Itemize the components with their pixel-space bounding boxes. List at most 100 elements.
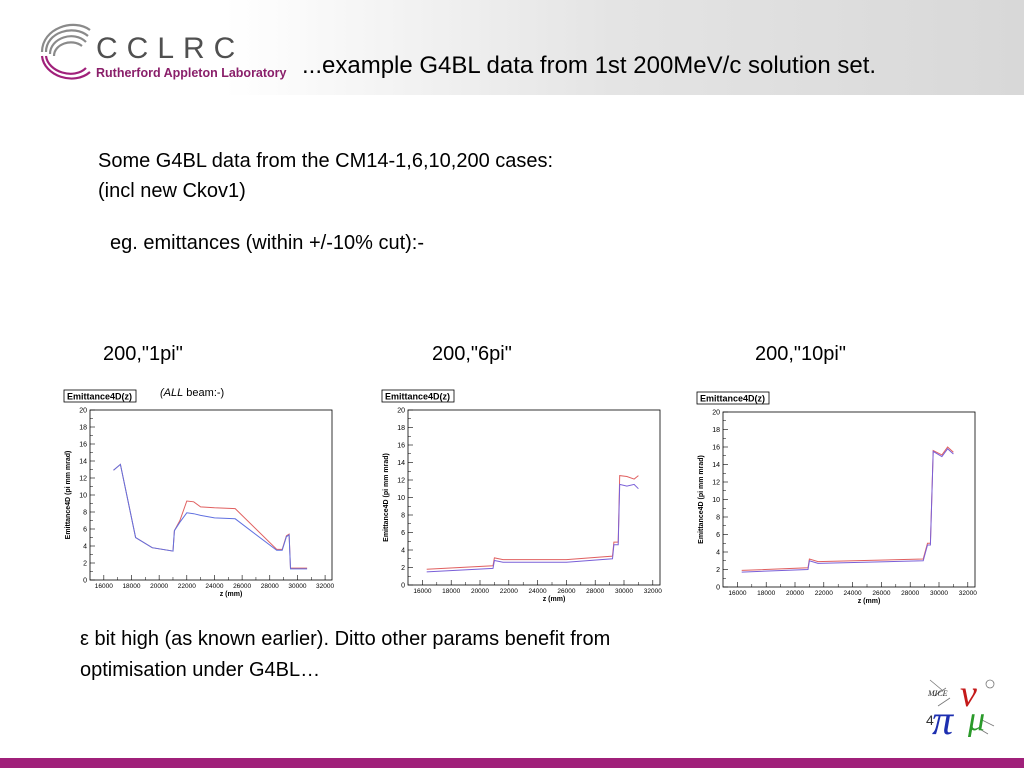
x-axis-label: z (mm) [543,596,566,603]
y-tick-label: 18 [397,425,405,432]
series-line-2 [113,463,308,570]
y-tick-label: 18 [79,425,87,432]
y-tick-label: 20 [712,410,720,417]
y-axis-label: Emittance4D (pi mm mrad) [383,453,390,542]
y-tick-label: 0 [716,585,720,592]
y-tick-label: 14 [79,459,87,466]
series-line-2 [426,483,639,573]
y-tick-label: 0 [83,578,87,585]
x-tick-label: 20000 [150,583,168,590]
plot-frame [722,411,976,588]
x-tick-label: 32000 [959,590,977,597]
case-label-6pi: 200,"6pi" [432,343,512,365]
all-beam-note: (ALL beam:-) [160,387,224,399]
plot-title-box [381,389,455,403]
y-tick-label: 14 [712,462,720,469]
x-tick-label: 28000 [901,590,919,597]
plot-title: Emittance4D(z) [700,394,765,404]
x-tick-label: 18000 [442,588,460,595]
y-tick-label: 16 [712,445,720,452]
y-axis-label: Emittance4D (pi mm mrad) [65,451,72,540]
x-tick-label: 16000 [728,590,746,597]
case-label-10pi: 200,"10pi" [755,343,846,365]
y-tick-label: 6 [401,530,405,537]
case-label-1pi: 200,"1pi" [103,343,183,365]
y-tick-label: 20 [79,408,87,415]
y-tick-label: 16 [79,442,87,449]
y-tick-label: 8 [83,510,87,517]
x-tick-label: 22000 [178,583,196,590]
x-tick-label: 20000 [471,588,489,595]
conclusion-line-2: optimisation under G4BL… [80,659,321,681]
emittance-note: eg. emittances (within +/-10% cut):- [110,232,425,254]
y-tick-label: 4 [716,550,720,557]
y-tick-label: 6 [83,527,87,534]
y-tick-label: 14 [397,460,405,467]
y-tick-label: 16 [397,443,405,450]
y-tick-label: 2 [401,565,405,572]
plot-title-box [696,391,770,405]
x-tick-label: 22000 [500,588,518,595]
plot-title: Emittance4D(z) [67,392,132,402]
y-tick-label: 0 [401,583,405,590]
y-tick-label: 12 [79,476,87,483]
y-tick-label: 20 [397,408,405,415]
x-axis-label: z (mm) [858,598,881,605]
y-tick-label: 10 [712,497,720,504]
x-tick-label: 30000 [288,583,306,590]
emittance-plot-1pi: Emittance4D(z) 0 2 4 6 8 10 12 14 16 18 20 16000 1800… [63,389,335,598]
nu-glyph: ν [960,673,977,715]
intro-line-2: (incl new Ckov1) [98,180,246,202]
x-tick-label: 18000 [757,590,775,597]
mice-logo: MICE π ν μ [927,673,995,740]
x-tick-label: 24000 [529,588,547,595]
cclrc-swirl-icon [40,23,91,80]
slide-header: CCLRC Rutherford Appleton Laboratory ...… [0,0,1024,95]
slide-title: ...example G4BL data from 1st 200MeV/c s… [302,52,877,79]
page-number: 4 [926,712,934,728]
x-tick-label: 24000 [844,590,862,597]
x-tick-label: 28000 [261,583,279,590]
y-axis-label: Emittance4D (pi mm mrad) [698,455,705,544]
plot-title: Emittance4D(z) [385,392,450,402]
x-tick-label: 24000 [205,583,223,590]
cclrc-logo: CCLRC Rutherford Appleton Laboratory [34,14,294,90]
y-tick-label: 2 [716,567,720,574]
y-tick-label: 6 [716,532,720,539]
x-tick-label: 26000 [557,588,575,595]
x-tick-label: 30000 [615,588,633,595]
emittance-plot-10pi: Emittance4D(z) 0 2 4 6 8 10 12 14 16 18 20 16000 1800… [696,391,977,605]
x-tick-label: 20000 [786,590,804,597]
logo-subtitle: Rutherford Appleton Laboratory [96,66,287,80]
logo-name: CCLRC [96,32,245,65]
x-tick-label: 18000 [122,583,140,590]
x-tick-label: 16000 [413,588,431,595]
x-tick-label: 22000 [815,590,833,597]
y-tick-label: 8 [401,513,405,520]
y-tick-label: 10 [79,493,87,500]
mice-logo-text: MICE [927,689,948,698]
emittance-plot-6pi: Emittance4D(z) 0 2 4 6 8 10 12 14 16 18 20 16000 1800… [381,389,662,603]
x-tick-label: 16000 [95,583,113,590]
footer-bar [0,758,1024,768]
y-tick-label: 2 [83,561,87,568]
y-tick-label: 4 [83,544,87,551]
x-axis-label: z (mm) [220,591,243,598]
y-tick-label: 12 [712,480,720,487]
plot-frame [407,409,661,586]
y-tick-label: 8 [716,515,720,522]
all-beam-rest: beam:-) [183,387,225,399]
x-tick-label: 30000 [930,590,948,597]
plot-frame [89,409,333,581]
x-tick-label: 32000 [644,588,662,595]
y-tick-label: 12 [397,478,405,485]
mu-glyph: μ [967,701,985,738]
x-tick-label: 26000 [872,590,890,597]
x-tick-label: 32000 [316,583,334,590]
plot-title-box [63,389,137,403]
x-tick-label: 28000 [586,588,604,595]
y-tick-label: 4 [401,548,405,555]
series-line-2 [741,448,954,573]
intro-line-1: Some G4BL data from the CM14-1,6,10,200 … [98,150,554,172]
y-tick-label: 18 [712,427,720,434]
